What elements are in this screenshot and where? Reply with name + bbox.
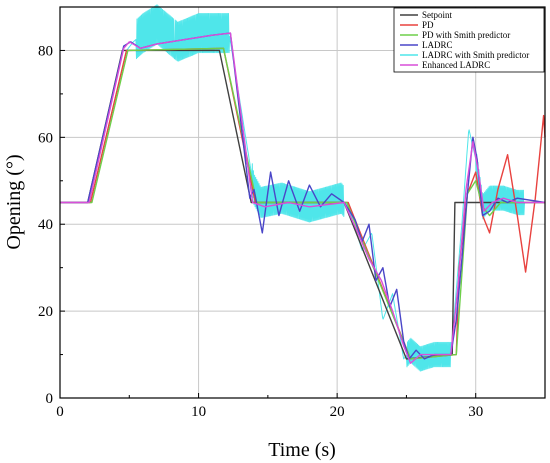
- legend-label: Setpoint: [422, 10, 453, 20]
- series-line-enhanced-ladrc: [60, 32, 545, 364]
- legend-label: LADRC: [422, 40, 453, 50]
- series-line-pd-with-smith-predictor: [60, 47, 545, 360]
- x-tick-label: 10: [191, 404, 206, 420]
- y-tick-label: 40: [38, 217, 53, 233]
- legend-label: PD: [422, 20, 434, 30]
- legend-box: [393, 7, 545, 73]
- x-axis-title: Time (s): [268, 439, 336, 461]
- ticks: 0 10 20 30 0 20 40 60 80: [38, 43, 483, 420]
- y-tick-label: 60: [38, 130, 53, 146]
- legend-label: PD with Smith predictor: [422, 30, 510, 40]
- x-tick-label: 0: [56, 404, 64, 420]
- legend-label: LADRC with Smith predictor: [422, 50, 529, 60]
- y-axis-title: Opening (°): [3, 154, 25, 249]
- plot-frame: [59, 6, 546, 399]
- y-tick-label: 20: [38, 304, 53, 320]
- x-tick-label: 30: [468, 404, 483, 420]
- y-tick-label: 0: [46, 391, 54, 407]
- x-tick-label: 20: [330, 404, 345, 420]
- y-tick-label: 80: [38, 43, 53, 59]
- legend-label: Enhanced LADRC: [422, 60, 490, 70]
- series-group: [60, 4, 546, 372]
